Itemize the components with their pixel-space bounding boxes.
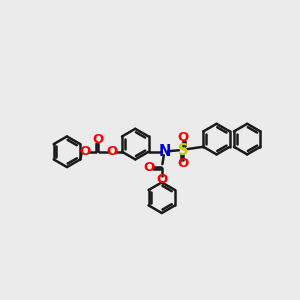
Text: S: S	[178, 143, 188, 158]
Text: O: O	[106, 145, 117, 158]
Text: O: O	[177, 157, 189, 170]
Text: O: O	[156, 173, 167, 186]
Text: N: N	[158, 144, 171, 159]
Text: O: O	[80, 145, 91, 158]
Text: O: O	[177, 130, 189, 143]
Text: O: O	[92, 133, 103, 146]
Text: O: O	[144, 160, 155, 174]
